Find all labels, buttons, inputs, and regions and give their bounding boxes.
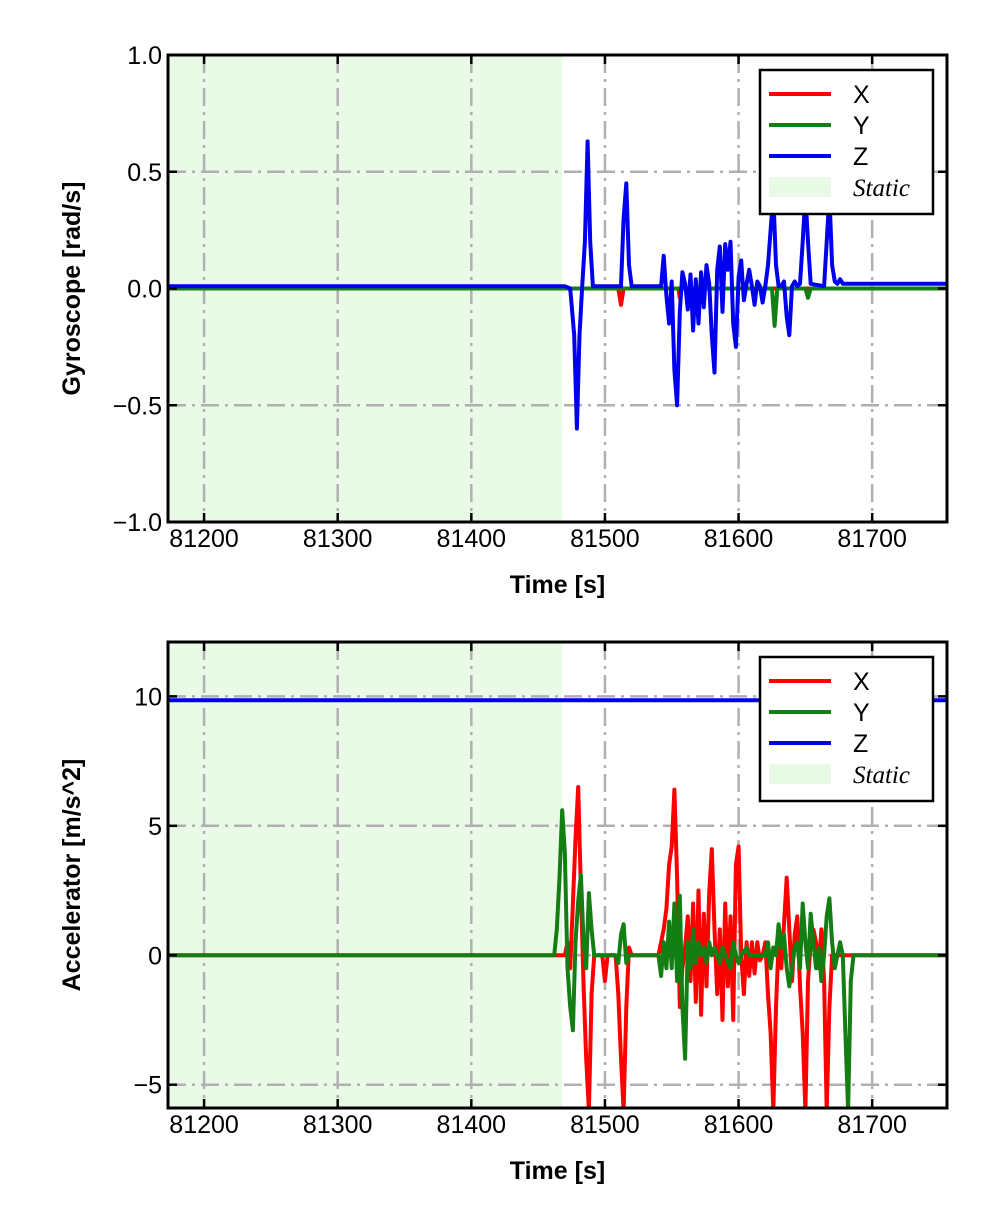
x-tick-label: 81500 [570, 525, 640, 553]
x-tick-label: 81700 [837, 525, 907, 553]
legend-label-z: Z [853, 730, 868, 758]
x-tick-label: 81600 [704, 1111, 774, 1139]
y-tick-label: 0.5 [127, 159, 162, 187]
x-axis-title: Time [s] [510, 571, 605, 599]
legend-label-static: Static [853, 175, 910, 202]
legend-label-y: Y [853, 112, 870, 140]
x-axis-title: Time [s] [510, 1157, 605, 1185]
x-tick-label: 81400 [437, 525, 507, 553]
legend: XYZ Static [758, 655, 935, 803]
x-tick-label: 81200 [169, 1111, 239, 1139]
y-axis-title: Gyroscope [rad/s] [58, 182, 86, 396]
x-tick-label: 81300 [303, 525, 373, 553]
series-line-y [168, 808, 947, 1108]
y-tick-label: 5 [148, 813, 162, 841]
x-tick-label: 81200 [169, 525, 239, 553]
y-tick-label: −0.5 [113, 392, 162, 420]
series-line-z [168, 139, 947, 431]
grid [168, 642, 947, 1108]
y-tick-label: 0.0 [127, 276, 162, 304]
legend-label-y: Y [853, 699, 870, 727]
y-tick-label: 10 [134, 683, 162, 711]
y-tick-label: 1.0 [127, 42, 162, 70]
x-tick-label: 81400 [437, 1111, 507, 1139]
gyroscope-panel: 81200 81300 81400 81500 81600 81700 −1.0 −0.5 0.… [58, 42, 949, 599]
series-group [168, 139, 947, 431]
x-tick-label: 81500 [570, 1111, 640, 1139]
legend-swatch-static [769, 764, 831, 784]
accelerometer-panel: 81200 81300 81400 81500 81600 81700 −5 0 5 10 Time… [58, 640, 949, 1185]
legend-label-z: Z [853, 143, 868, 171]
legend: XYZ Static [758, 68, 935, 216]
y-tick-label: −1.0 [113, 509, 162, 537]
legend-label-static: Static [853, 762, 910, 789]
x-tick-label: 81600 [704, 525, 774, 553]
y-tick-label: −5 [133, 1072, 162, 1100]
axes-frame [166, 640, 949, 1110]
legend-label-x: X [853, 81, 870, 109]
y-tick-label: 0 [148, 942, 162, 970]
y-axis-title: Accelerator [m/s^2] [58, 759, 86, 992]
x-tick-label: 81700 [837, 1111, 907, 1139]
static-region [168, 642, 563, 1108]
x-tick-label: 81300 [303, 1111, 373, 1139]
series-line-x [168, 785, 947, 1108]
legend-swatch-static [769, 177, 831, 197]
legend-label-x: X [853, 668, 870, 696]
